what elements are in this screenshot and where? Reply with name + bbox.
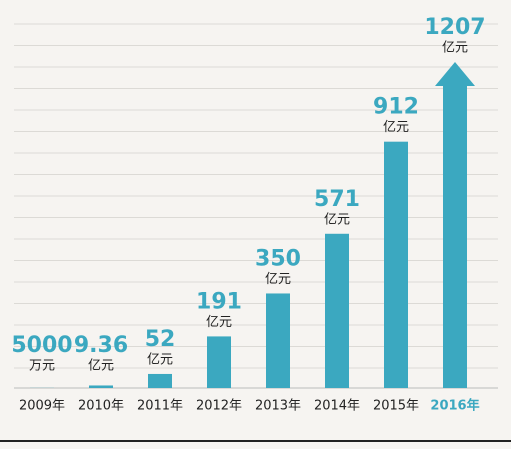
- bar: [148, 373, 172, 388]
- x-tick-label: 2010年: [78, 399, 124, 414]
- unit-label: 亿元: [206, 315, 232, 330]
- x-tick-label: 2013年: [255, 399, 301, 414]
- value-label: 52: [145, 327, 176, 352]
- value-label: 571: [314, 187, 360, 212]
- unit-label: 亿元: [383, 120, 409, 135]
- x-tick-label: 2015年: [373, 399, 419, 414]
- value-label: 191: [196, 289, 242, 314]
- x-tick-label: 2014年: [314, 399, 360, 414]
- bar: [266, 293, 290, 388]
- unit-label: 亿元: [442, 41, 468, 56]
- value-label: 1207: [424, 15, 485, 40]
- bar: [443, 84, 467, 388]
- value-label: 912: [373, 95, 419, 120]
- bar-arrow-head: [435, 62, 475, 86]
- x-tick-label: 2011年: [137, 399, 183, 414]
- unit-label: 万元: [29, 359, 55, 374]
- bar: [325, 233, 349, 388]
- unit-label: 亿元: [324, 212, 350, 227]
- bar: [89, 385, 113, 388]
- background-grid: [14, 23, 498, 369]
- unit-label: 亿元: [88, 359, 114, 374]
- unit-label: 亿元: [265, 272, 291, 287]
- x-tick-label: 2012年: [196, 399, 242, 414]
- value-label: 5000: [11, 333, 72, 358]
- value-label: 350: [255, 246, 301, 271]
- bar: [384, 141, 408, 388]
- unit-label: 亿元: [147, 352, 173, 367]
- bar: [207, 336, 231, 388]
- value-label: 9.36: [74, 333, 128, 358]
- x-tick-label: 2009年: [19, 399, 65, 414]
- x-tick-label: 2016年: [430, 398, 479, 414]
